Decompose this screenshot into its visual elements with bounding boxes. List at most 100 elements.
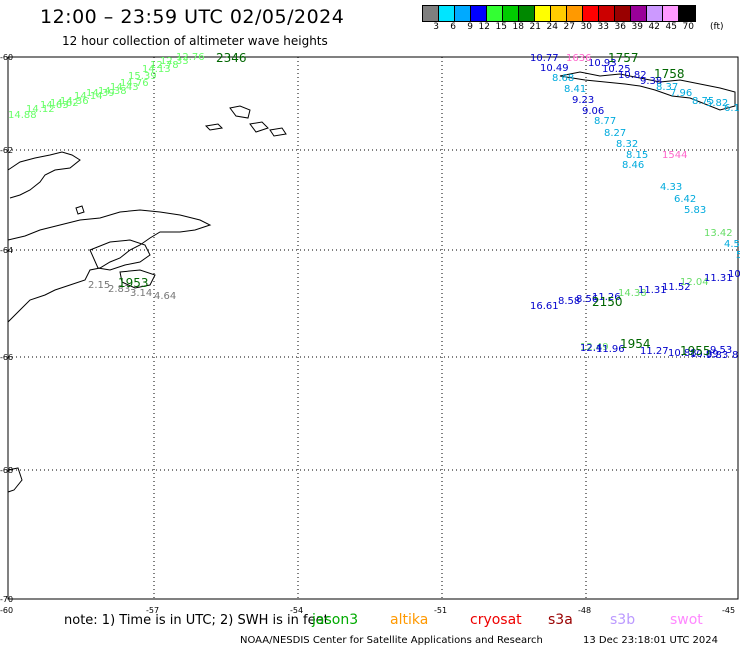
wave-height-label: 5 (736, 250, 740, 261)
wave-height-label: 7.96 (670, 88, 692, 99)
wave-height-label: 14.38 (618, 288, 647, 299)
wave-height-label: 8.32 (616, 139, 638, 150)
lon-tick-label: -60 (0, 606, 13, 615)
lat-tick-label: -60 (0, 53, 13, 62)
wave-height-label: 11.26 (592, 292, 621, 303)
wave-height-label: 10.88 (668, 348, 697, 359)
legend-unit: (ft) (710, 22, 724, 32)
wave-height-label: 12.49 (580, 342, 609, 353)
wave-height-label: 1544 (662, 150, 687, 161)
legend-label: 39 (631, 22, 643, 32)
coastline-south-shetland (204, 105, 287, 137)
wave-height-label: 8.77 (594, 116, 616, 127)
legend-label: 27 (563, 22, 575, 32)
mission-label-s3a: s3a (548, 612, 573, 628)
wave-height-label: 11.96 (596, 344, 625, 355)
lat-tick-label: -68 (0, 466, 13, 475)
wave-height-label: 5.82 (706, 98, 728, 109)
wave-height-label: 14.39 (86, 88, 115, 99)
color-legend (422, 5, 696, 22)
wave-height-label: 10.25 (602, 64, 631, 75)
legend-swatch (423, 6, 439, 21)
wave-height-label: 12.78 (150, 60, 179, 71)
pass-time-label: 2346 (216, 51, 247, 65)
lat-tick-label: -62 (0, 146, 13, 155)
note-text: note: 1) Time is in UTC; 2) SWH is in fe… (64, 613, 329, 628)
wave-height-label: 16.61 (530, 301, 559, 312)
coastline-peninsula (7, 151, 212, 323)
map-title: 12:00 – 23:59 UTC 02/05/2024 (40, 6, 345, 28)
legend-label: 36 (614, 22, 626, 32)
wave-height-label: 9.53 (710, 345, 732, 356)
pass-time-label: 1954 (620, 337, 651, 351)
legend-label: 70 (682, 22, 694, 32)
legend-swatch (519, 6, 535, 21)
legend-swatch (647, 6, 663, 21)
legend-swatch (631, 6, 647, 21)
wave-height-label: 11.31 (638, 285, 667, 296)
wave-height-label: 8 (732, 350, 738, 361)
map-subtitle: 12 hour collection of altimeter wave hei… (62, 34, 328, 48)
wave-height-label: 11.52 (662, 282, 691, 293)
wave-height-label: 8.58 (558, 296, 580, 307)
legend-swatch (615, 6, 631, 21)
credit-date: 13 Dec 23:18:01 UTC 2024 (583, 635, 718, 646)
wave-height-label: 12.76 (176, 52, 205, 63)
mission-label-cryosat: cryosat (470, 612, 522, 628)
legend-label: 18 (512, 22, 524, 32)
map-frame (7, 56, 739, 600)
legend-swatch (599, 6, 615, 21)
wave-height-label: 14.62 (50, 98, 79, 109)
pass-time-label: 1953 (118, 276, 149, 290)
wave-height-label: 8.41 (564, 84, 586, 95)
pass-time-label: 1758 (654, 67, 685, 81)
wave-height-label: 1636 (566, 53, 591, 64)
legend-label: 30 (580, 22, 592, 32)
wave-height-label: 15.39 (128, 71, 157, 82)
pass-time-label: 2150 (592, 295, 623, 309)
legend-swatch (535, 6, 551, 21)
wave-height-label: 4.33 (660, 182, 682, 193)
lon-tick-label: -51 (434, 606, 447, 615)
lon-tick-label: -54 (290, 606, 303, 615)
wave-height-label: 12.33 (160, 56, 189, 67)
wave-height-label: 14.36 (60, 96, 89, 107)
wave-height-label: 10 (728, 269, 740, 280)
wave-height-label: 10.82 (618, 70, 647, 81)
graticule (8, 57, 738, 599)
legend-swatch (663, 6, 679, 21)
legend-swatch (567, 6, 583, 21)
wave-height-label: 2.83 (108, 284, 130, 295)
wave-height-label: 8.75 (692, 96, 714, 107)
legend-swatch (503, 6, 519, 21)
wave-height-label: 14.63 (40, 100, 69, 111)
wave-height-label: 2.15 (88, 280, 110, 291)
mission-label-altika: altika (390, 612, 429, 628)
wave-height-label: 9.06 (582, 106, 604, 117)
legend-swatch (455, 6, 471, 21)
legend-label: 42 (648, 22, 660, 32)
wave-height-label: 3.14 (130, 288, 152, 299)
wave-height-label: 8.15 (626, 150, 648, 161)
legend-label: 6 (450, 22, 456, 32)
legend-label: 33 (597, 22, 609, 32)
wave-height-label: 8.46 (622, 160, 644, 171)
legend-label: 3 (433, 22, 439, 32)
wave-height-label: 10.77 (530, 53, 559, 64)
coastline-small-islands (7, 71, 736, 493)
axis-ticks: -60 -57 -54 -51 -48 -45 -60 -62 -64 -66 -68 -70 (0, 53, 735, 615)
wave-height-label: 14.76 (120, 78, 149, 89)
coastline-joinville (89, 239, 156, 289)
wave-height-label: 14.38 (98, 86, 127, 97)
wave-height-label: 4.54 (724, 239, 740, 250)
coastline-shapes (7, 71, 736, 493)
wave-height-label: 10.49 (540, 63, 569, 74)
wave-height-label: 14.43 (110, 82, 139, 93)
legend-label: 21 (529, 22, 541, 32)
color-legend-labels: 3 6 9 12 15 18 21 24 27 30 33 36 39 42 45 70 (422, 22, 694, 32)
legend-label: 45 (665, 22, 677, 32)
mission-label-jason3: jason3 (312, 612, 359, 628)
mission-label-s3b: s3b (610, 612, 636, 628)
pass-time-label: 1757 (608, 51, 639, 65)
